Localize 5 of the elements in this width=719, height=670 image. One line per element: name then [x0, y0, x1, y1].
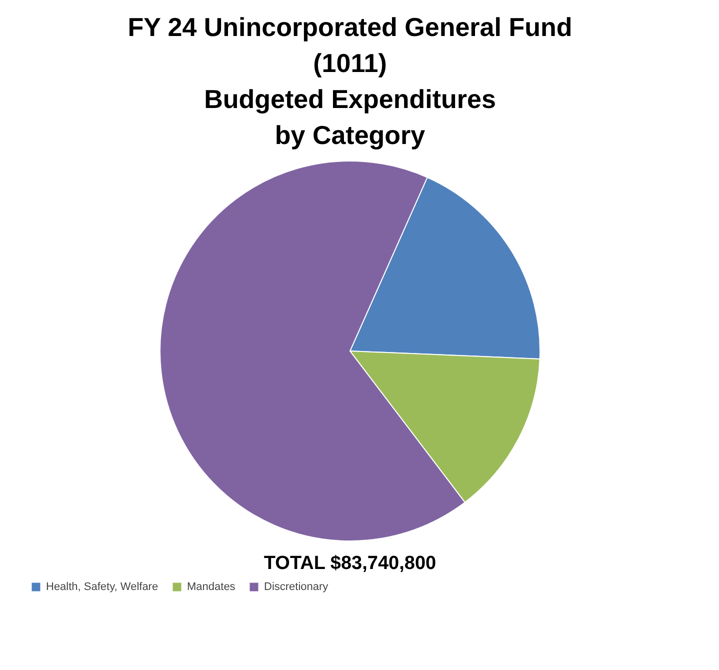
- chart-title: FY 24 Unincorporated General Fund (1011) Budgeted Expenditures by Category: [128, 12, 572, 150]
- text: TOTAL $83,740,800: [264, 553, 436, 574]
- legend-label: Health, Safety, Welfare: [46, 581, 158, 593]
- legend-label: Mandates: [187, 581, 236, 593]
- legend-label: Discretionary: [264, 581, 329, 593]
